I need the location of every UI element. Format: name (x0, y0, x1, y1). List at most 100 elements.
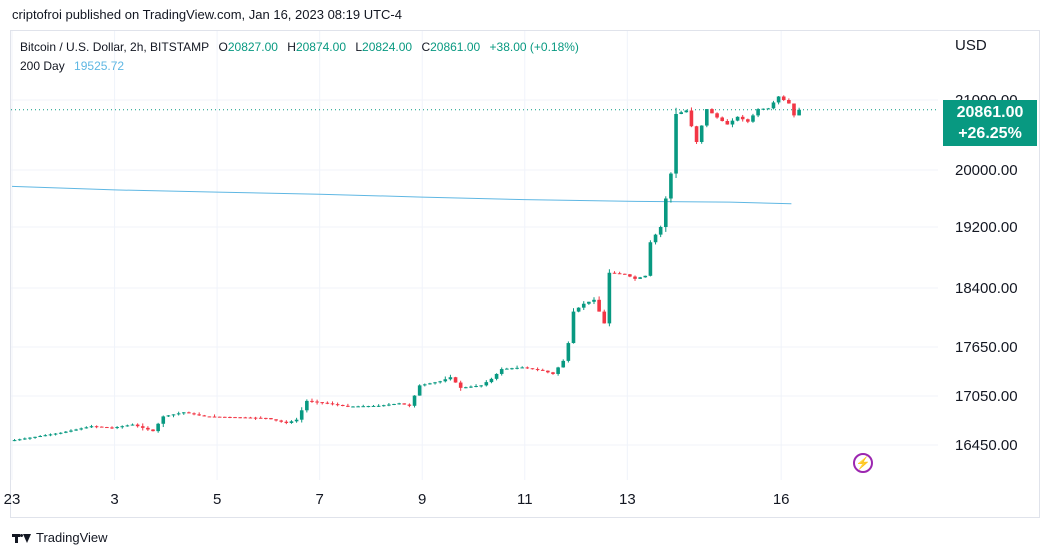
candle (469, 385, 473, 388)
candle (340, 404, 345, 407)
candle (792, 103, 796, 118)
candle (120, 425, 125, 429)
candle (289, 420, 294, 424)
high-label: H (287, 40, 296, 54)
y-tick-label: 19200.00 (955, 219, 1018, 236)
candle (223, 416, 227, 418)
low-label: L (355, 40, 363, 54)
candle (689, 107, 694, 128)
x-tick-label: 23 (4, 491, 21, 508)
high-value: 20874.00 (295, 40, 346, 54)
ma-200-line (11, 185, 792, 205)
candle (12, 439, 17, 442)
candle (140, 423, 145, 431)
candle (233, 416, 237, 419)
candle (699, 125, 704, 144)
ma-row: 200 Day 19525.72 (20, 57, 579, 76)
candle (197, 412, 201, 416)
candle (79, 427, 84, 431)
candle (725, 119, 730, 125)
candle (746, 118, 750, 124)
candle (412, 395, 417, 408)
y-tick-label: 20000.00 (955, 162, 1018, 179)
low-value: 20824.00 (362, 40, 413, 54)
x-tick-label: 5 (213, 491, 221, 508)
candle (58, 432, 63, 435)
change-value: +38.00 (+0.18%) (489, 40, 579, 54)
last-price-value: 20861.00 (956, 104, 1024, 121)
candle (402, 403, 407, 405)
candle (474, 384, 478, 388)
candle (499, 367, 504, 376)
candle (684, 109, 689, 113)
candle (525, 366, 530, 369)
candle (166, 415, 171, 417)
candle (781, 95, 786, 102)
candle (597, 296, 601, 312)
candle (505, 367, 509, 370)
x-tick-label: 9 (418, 491, 426, 508)
candle (464, 386, 468, 389)
candle (771, 100, 776, 110)
candle (284, 420, 289, 425)
candle (479, 385, 483, 388)
candle (171, 414, 176, 418)
candle (438, 380, 442, 384)
candle (356, 405, 360, 408)
candle (156, 422, 160, 433)
candle (371, 404, 376, 407)
candle (653, 233, 658, 245)
candle (74, 428, 78, 431)
candle (207, 416, 212, 418)
candle (756, 108, 760, 118)
candle (264, 417, 268, 420)
candle (592, 297, 596, 305)
x-tick-label: 3 (110, 491, 118, 508)
candle (510, 367, 514, 370)
candle (422, 383, 427, 387)
lightning-icon[interactable]: ⚡ (853, 453, 873, 473)
candle (407, 403, 412, 408)
candle (715, 112, 719, 119)
candle (243, 416, 248, 419)
symbol-label[interactable]: Bitcoin / U.S. Dollar, 2h, BITSTAMP (20, 40, 210, 54)
candle (299, 407, 304, 423)
ma-label[interactable]: 200 Day (20, 59, 65, 73)
candle (38, 435, 43, 438)
candle (617, 271, 622, 275)
legend: Bitcoin / U.S. Dollar, 2h, BITSTAMP O208… (20, 38, 579, 76)
candle (212, 414, 217, 418)
x-tick-label: 16 (773, 491, 790, 508)
candle (253, 416, 258, 420)
y-tick-label: 17650.00 (955, 339, 1018, 356)
open-value: 20827.00 (227, 40, 278, 54)
candle (638, 276, 642, 279)
candle (735, 116, 740, 122)
candle (135, 423, 140, 428)
candle (151, 429, 155, 432)
last-price-tag: 20861.00 +26.25% (943, 100, 1037, 146)
candle (335, 402, 340, 407)
candle (181, 412, 186, 415)
candle (94, 425, 99, 429)
candle (176, 411, 181, 416)
candle (258, 416, 263, 419)
candle (628, 273, 632, 278)
candle (648, 240, 653, 277)
x-tick-label: 13 (619, 491, 636, 508)
candle (766, 107, 771, 110)
candle (494, 373, 499, 381)
ma-value: 19525.72 (74, 59, 125, 73)
candle (622, 273, 627, 275)
currency-label[interactable]: USD (955, 37, 987, 54)
candle (428, 382, 432, 385)
publisher-caption: criptofroi published on TradingView.com,… (12, 7, 402, 22)
candle (566, 341, 571, 363)
grid-lines (11, 31, 938, 480)
ohlc-row: Bitcoin / U.S. Dollar, 2h, BITSTAMP O208… (20, 38, 579, 57)
candle (130, 423, 135, 426)
tradingview-logo[interactable]: TradingView (12, 530, 108, 545)
candle (776, 96, 781, 105)
candle (202, 414, 207, 417)
